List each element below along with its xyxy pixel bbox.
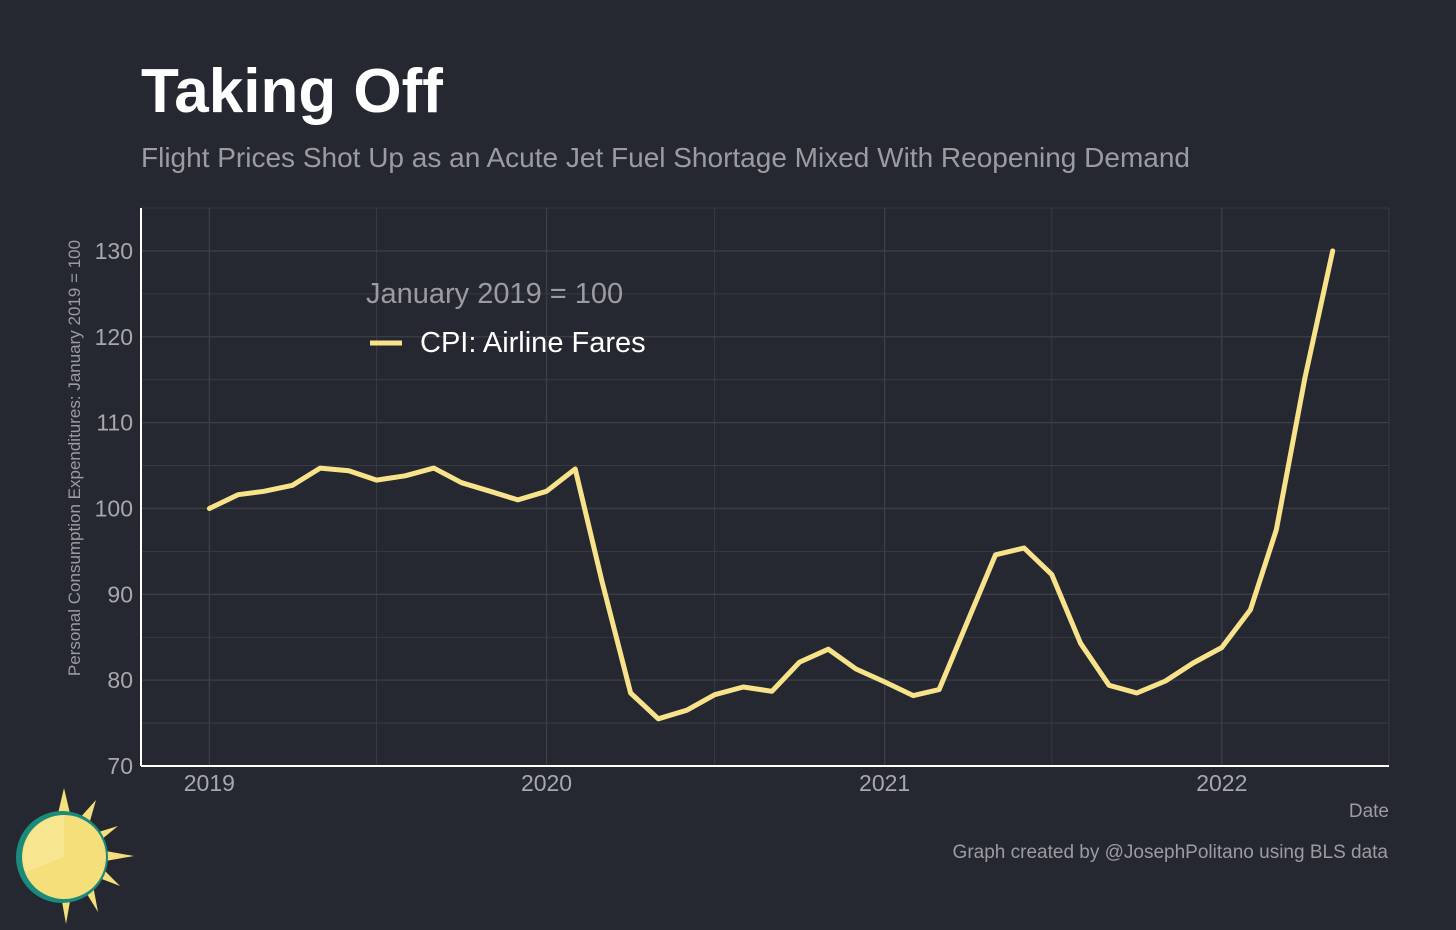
y-tick-label: 70 (107, 753, 133, 779)
y-axis-ticks: 70 80 90 100 110 120 130 (95, 238, 133, 779)
legend-title: January 2019 = 100 (366, 278, 623, 310)
chart-title: Taking Off (141, 57, 443, 126)
x-axis-ticks: 2019 2020 2021 2022 (184, 770, 1248, 796)
y-tick-label: 120 (95, 324, 133, 350)
sun-shade (23, 815, 64, 872)
grid-lines (141, 207, 1390, 767)
y-tick-label: 130 (95, 238, 133, 264)
sun-icon (16, 788, 134, 924)
legend-label: CPI: Airline Fares (420, 327, 646, 359)
y-tick-label: 100 (95, 495, 133, 521)
series-line-airline-fares (206, 248, 1336, 722)
y-tick-label: 80 (107, 667, 133, 693)
source-caption: Graph created by @JosephPolitano using B… (952, 842, 1388, 863)
y-axis-label: Personal Consumption Expenditures: Janua… (65, 240, 84, 676)
series-layer (206, 248, 1336, 722)
chart-subtitle: Flight Prices Shot Up as an Acute Jet Fu… (141, 142, 1190, 173)
y-tick-label: 110 (96, 410, 133, 436)
x-tick-label: 2019 (184, 770, 235, 796)
x-tick-label: 2022 (1196, 770, 1247, 796)
y-tick-label: 90 (107, 581, 133, 607)
x-axis-label: Date (1349, 801, 1389, 822)
x-tick-label: 2021 (859, 770, 910, 796)
x-tick-label: 2020 (521, 770, 572, 796)
legend: January 2019 = 100 CPI: Airline Fares (366, 278, 646, 359)
